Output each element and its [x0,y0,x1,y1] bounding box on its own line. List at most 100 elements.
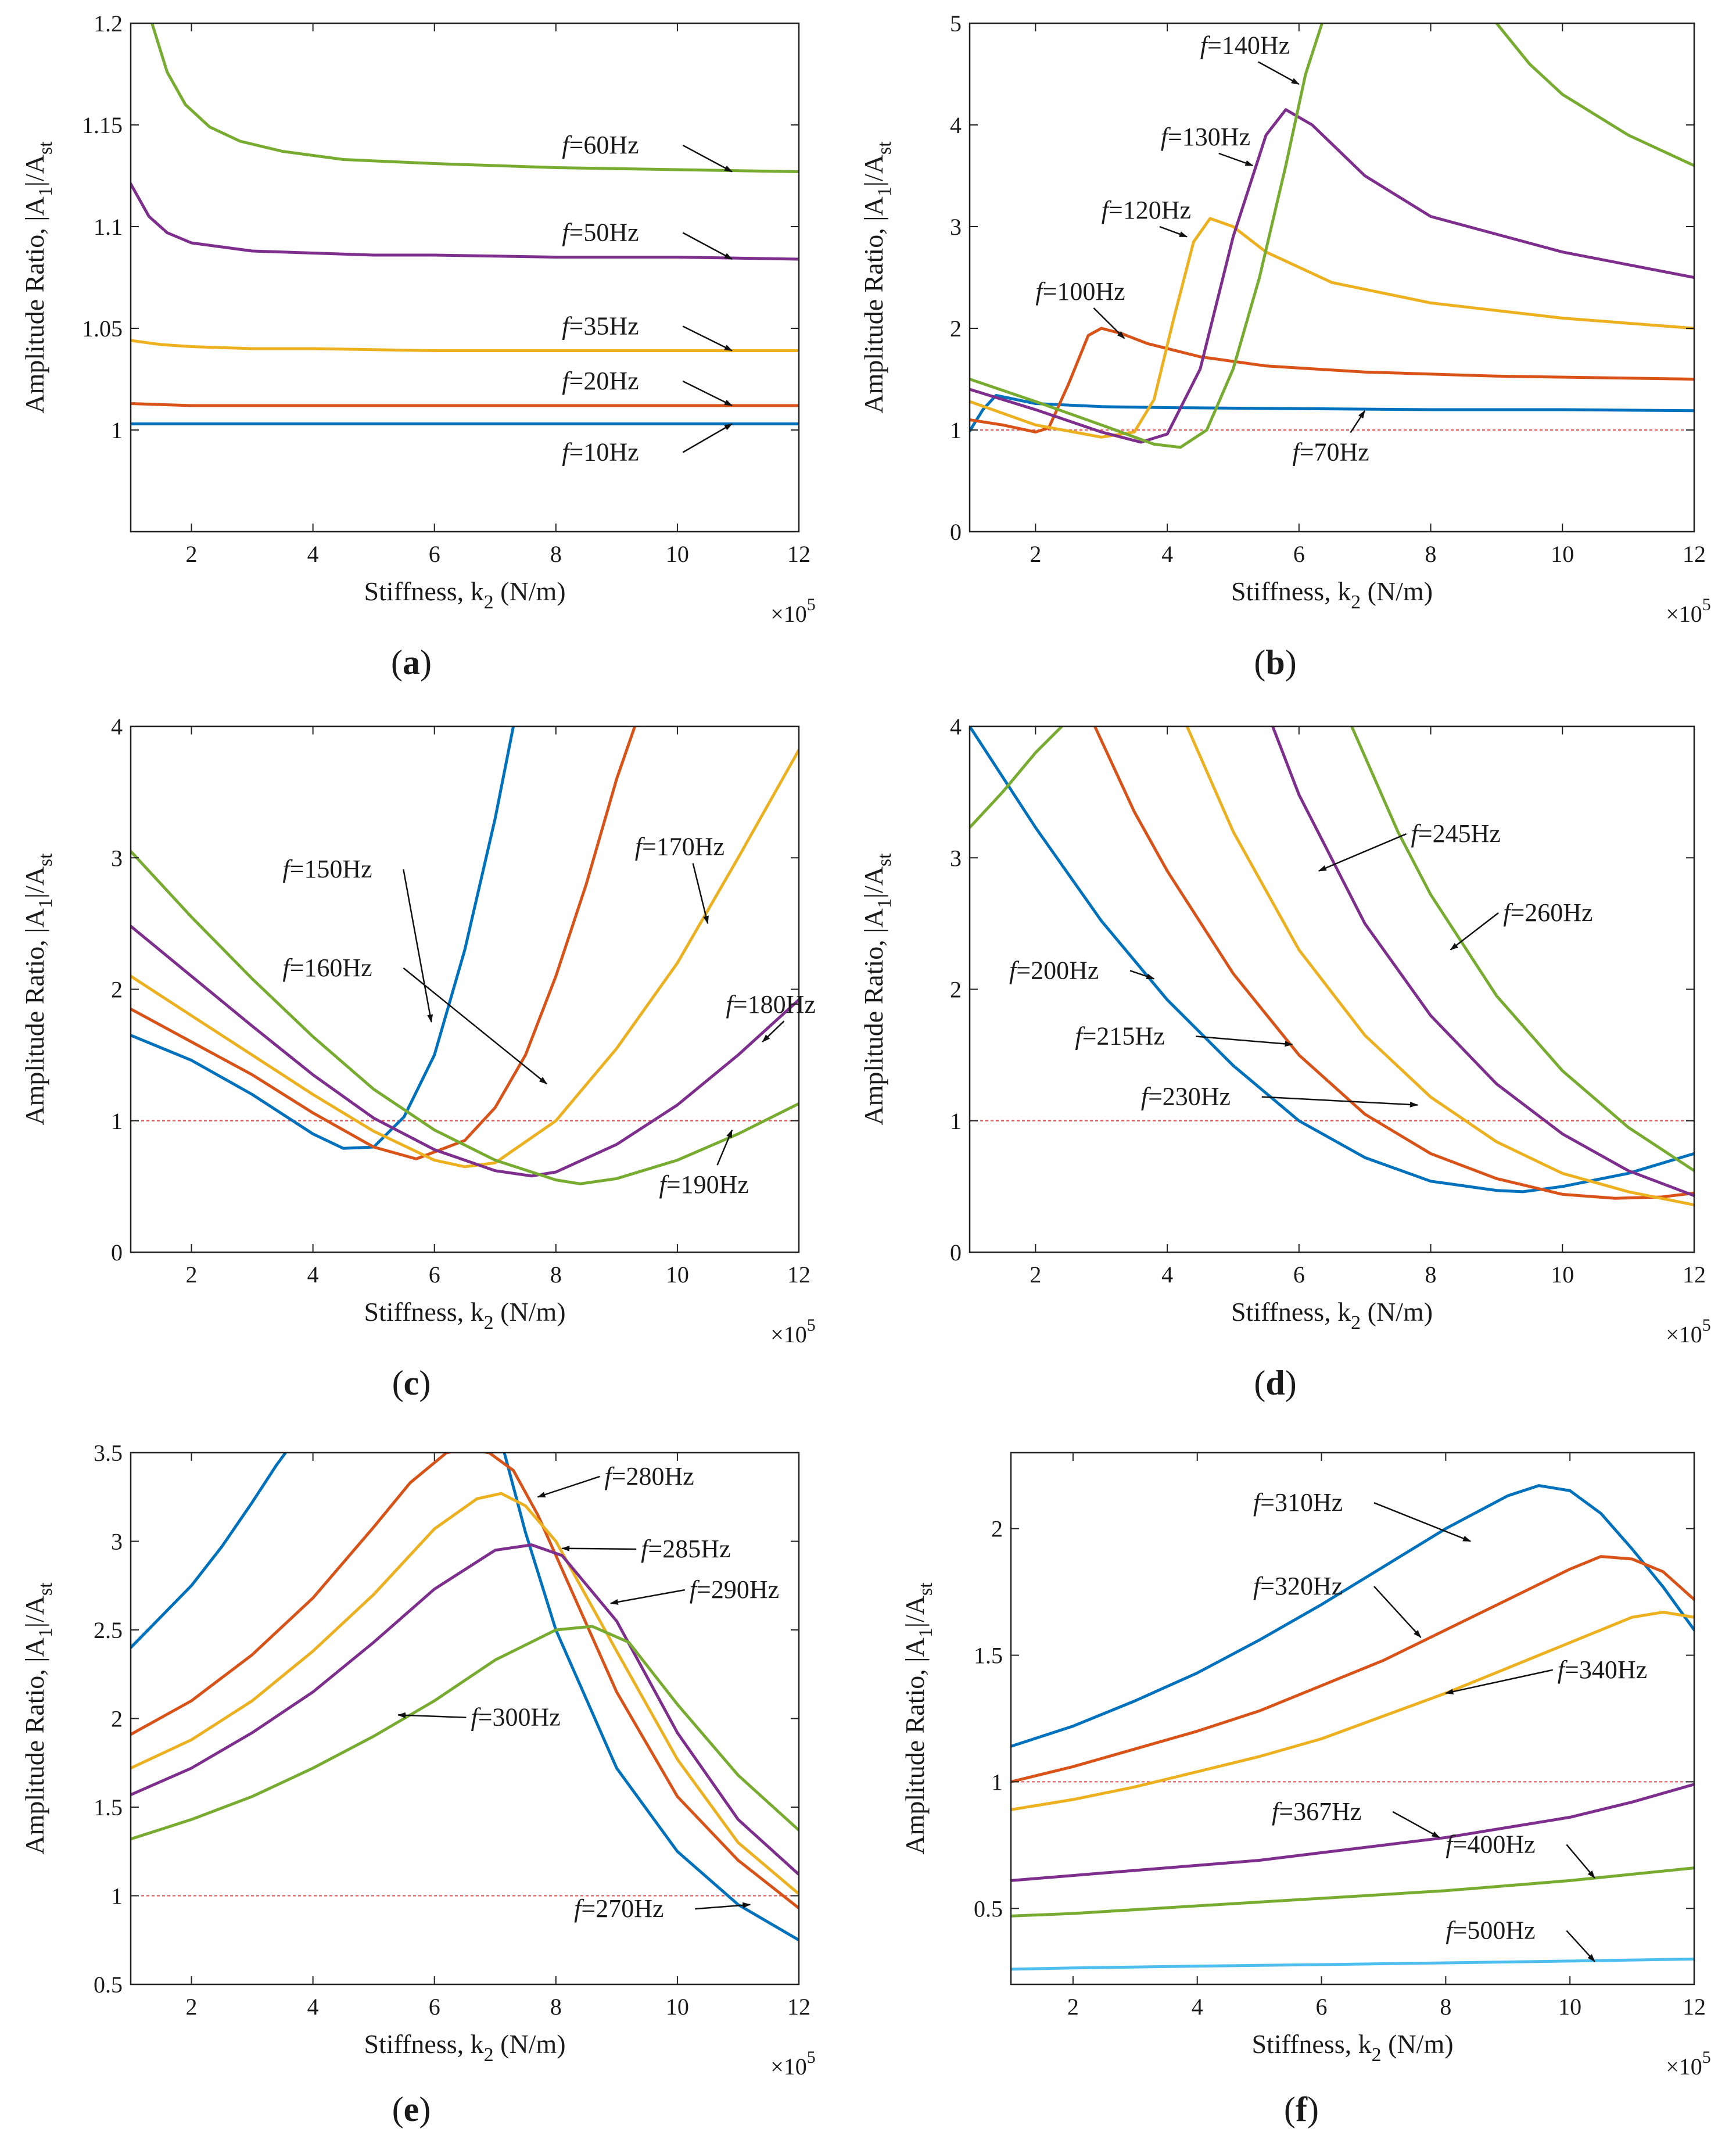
axes-box [969,22,1695,533]
x-axis-label: Stiffness, k2 (N/m) [364,576,565,613]
chart-panel-a: 2 4 6 8 10 12 1 1.05 1.1 1.15 1.2 Stiffness, k2 (N/… [20,10,816,682]
y-tick-label: 1.15 [82,112,123,138]
annotation-arrow [1373,1586,1422,1638]
y-tick-label: 1.1 [94,214,123,240]
series-line-215hz [1093,726,1694,1200]
series-line-270hz-fall [503,1453,799,1942]
series-line-150hz [131,726,515,1150]
x-tick-label: 12 [787,1994,810,2020]
x-axis-label: Stiffness, k2 (N/m) [1231,576,1433,613]
x-exponent-label: ×105 [1666,1316,1711,1348]
x-tick-label: 2 [186,1994,198,2020]
annotation-arrow [403,869,433,1023]
annotation-label-270hz: f=270Hz [574,1894,663,1923]
x-tick-label: 8 [550,541,562,567]
annotation-label-10hz: f=10Hz [562,438,639,467]
y-tick-label: 4 [950,714,962,740]
annotation-label-50hz: f=50Hz [562,218,639,247]
x-tick-label: 2 [1030,1262,1041,1288]
series-line-400hz [1011,1866,1694,1918]
series-line-100hz [970,327,1694,433]
x-tick-label: 6 [429,1994,440,2020]
y-tick-label: 5 [950,10,962,37]
annotation-arrow [716,1129,733,1166]
series-line-70hz [970,394,1694,433]
series-line-270hz [131,1453,288,1649]
annotation-arrow [692,863,709,924]
series-line-20hz [131,402,799,407]
y-axis-label: Amplitude Ratio, |A1|/Ast [859,853,895,1126]
annotation-label-35hz: f=35Hz [562,312,639,341]
annotation-label-230hz: f=230Hz [1141,1083,1231,1111]
x-tick-label: 4 [1161,1262,1173,1288]
y-axis-label: Amplitude Ratio, |A1|/Ast [900,1582,937,1855]
series-line-320hz [1011,1555,1694,1783]
annotation-label-140hz: f=140Hz [1200,31,1290,60]
annotation-arrow [1159,225,1188,238]
y-tick-label: 0.5 [94,1972,123,1998]
annotation-label-180hz: f=180Hz [726,990,816,1019]
y-tick-label: 1 [111,417,123,443]
annotation-arrow [537,1475,600,1498]
y-tick-label: 2 [950,977,962,1003]
panel-label: (c) [392,1364,431,1402]
series-line-140hz-upper [1495,23,1694,167]
x-tick-label: 8 [1425,541,1437,567]
x-tick-label: 12 [787,1262,810,1288]
x-exponent-label: ×105 [1666,595,1711,627]
annotation-label-280hz: f=280Hz [604,1462,694,1490]
annotation-label-285hz: f=285Hz [641,1535,730,1563]
annotation-label-170hz: f=170Hz [635,833,724,861]
annotation-arrow [682,423,733,453]
y-tick-label: 1 [111,1108,123,1134]
x-tick-label: 6 [1293,541,1305,567]
annotation-arrow [1566,1930,1595,1962]
y-tick-label: 1.2 [94,10,123,37]
x-tick-label: 4 [307,1994,319,2020]
series-line-180hz [131,924,799,1178]
y-axis-label: Amplitude Ratio, |A1|/Ast [20,141,56,414]
series-line-120hz [970,217,1694,439]
annotation-arrow [403,967,547,1085]
panel-label: (a) [391,643,432,682]
y-tick-label: 2 [950,316,962,342]
series-line-367hz [1011,1783,1694,1882]
annotation-label-260hz: f=260Hz [1503,898,1592,927]
x-tick-label: 6 [1316,1994,1328,2020]
y-tick-label: 2 [991,1516,1003,1542]
annotation-arrow [1129,970,1155,980]
series-line-340hz [1011,1611,1694,1811]
annotation-label-245hz: f=245Hz [1411,819,1501,848]
x-tick-label: 6 [1293,1262,1305,1288]
y-tick-label: 1 [950,417,962,443]
annotation-label-215hz: f=215Hz [1075,1022,1164,1051]
annotation-label-500hz: f=500Hz [1446,1916,1535,1945]
x-axis-label: Stiffness, k2 (N/m) [364,2029,565,2066]
x-exponent-label: ×105 [770,2048,816,2080]
annotation-label-130hz: f=130Hz [1161,123,1250,151]
x-exponent-label: ×105 [770,595,816,627]
annotation-label-60hz: f=60Hz [562,131,639,159]
annotation-arrow [695,1902,751,1910]
x-tick-label: 10 [1551,541,1574,567]
y-tick-label: 2 [111,1706,123,1732]
y-axis-label: Amplitude Ratio, |A1|/Ast [20,853,56,1126]
y-tick-label: 4 [950,112,962,138]
panel-label: (b) [1254,643,1296,682]
x-tick-label: 10 [666,1994,689,2020]
axes-box [969,725,1695,1253]
annotation-arrow [682,325,733,352]
annotation-arrow [1445,1669,1554,1695]
annotation-arrow [1218,152,1254,167]
annotation-label-190hz: f=190Hz [659,1170,749,1199]
x-tick-label: 8 [1425,1262,1437,1288]
panel-label: (d) [1254,1364,1296,1402]
x-tick-label: 12 [1683,1262,1706,1288]
annotation-arrow [1093,307,1125,339]
annotation-arrow [762,1020,785,1042]
annotation-label-320hz: f=320Hz [1253,1572,1343,1600]
series-line-50hz [131,182,799,261]
y-tick-label: 4 [111,714,123,740]
